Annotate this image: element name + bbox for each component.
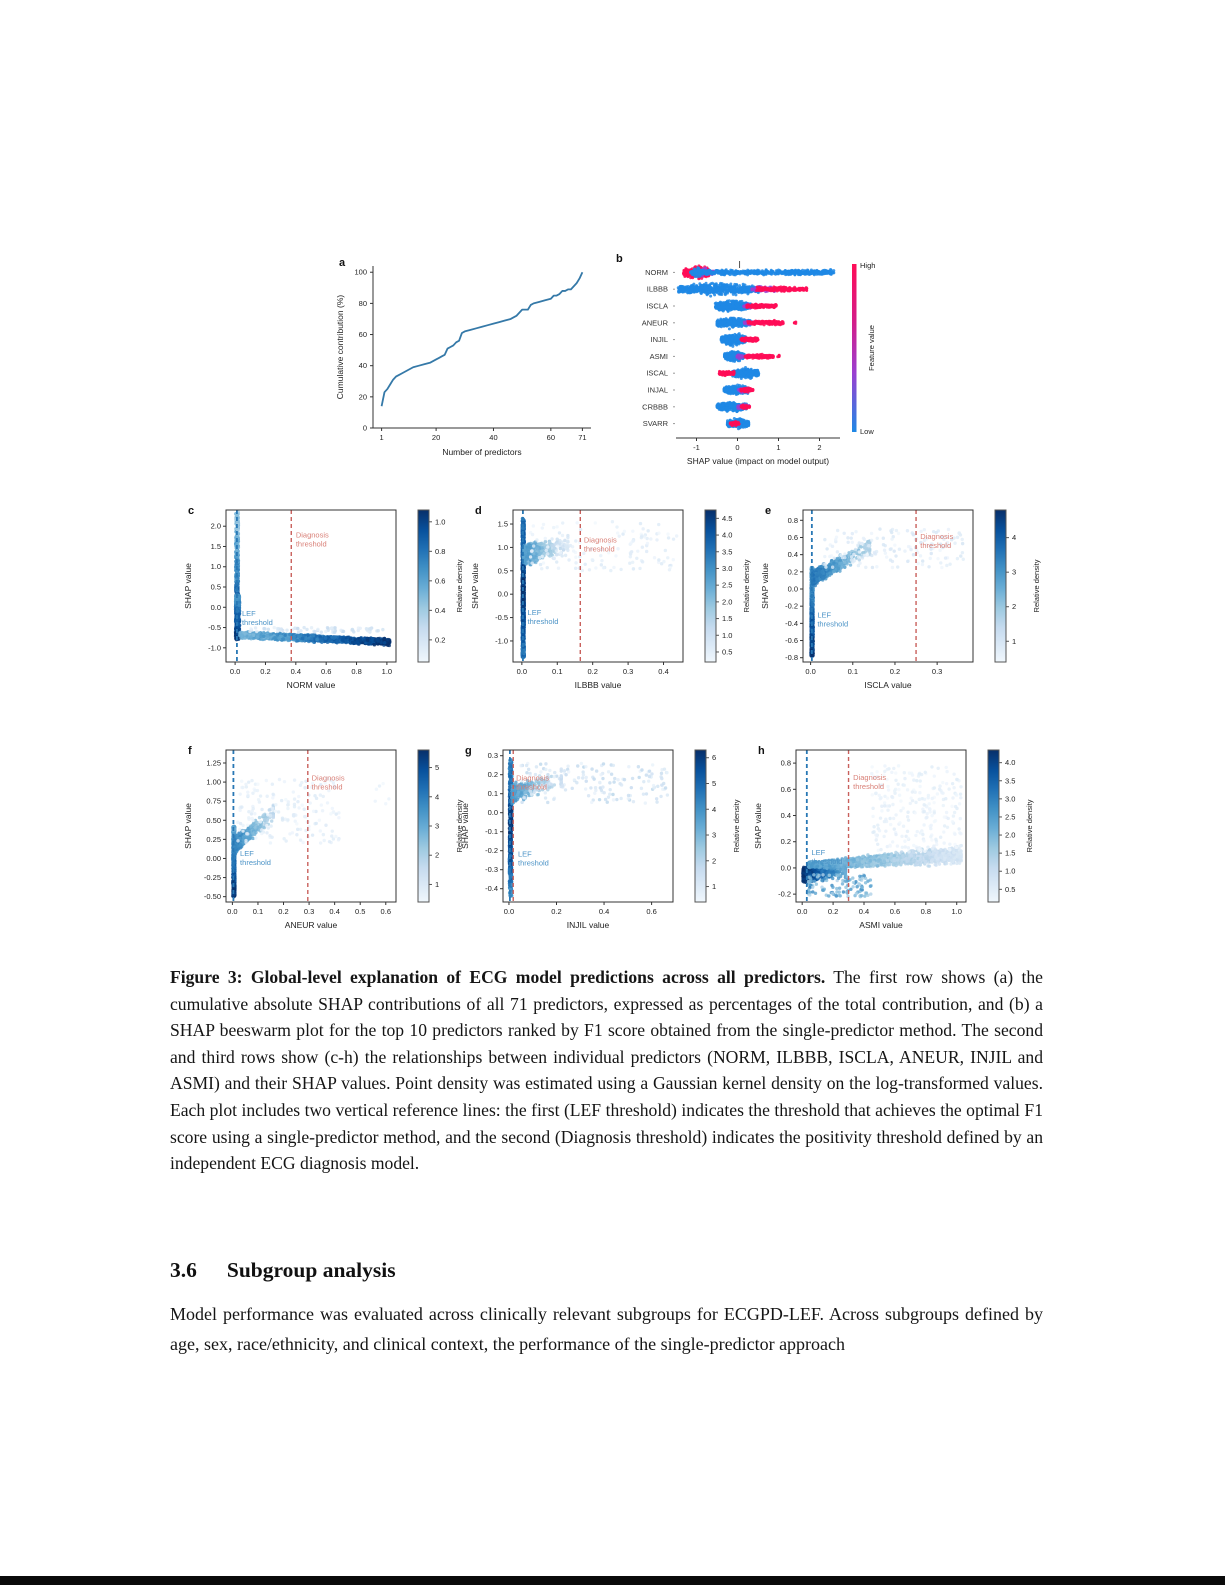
figure-caption-title: Figure 3: Global-level explanation of EC… [170,967,826,987]
section-number: 3.6 [170,1258,197,1282]
panel-g-injil-density-chart [457,738,747,956]
panel-e-iscla-density-chart [757,498,1047,713]
panel-d-ilbbb-density-chart [467,498,757,713]
section-heading: 3.6 Subgroup analysis [170,1258,396,1283]
panel-a-cumulative-contribution-chart [333,252,608,462]
panel-b-shap-beeswarm-chart [608,248,886,473]
panel-c-norm-density-chart [180,498,470,713]
figure-caption-body: The first row shows (a) the cumulative a… [170,967,1043,1174]
page-bottom-bar [0,1576,1225,1585]
panel-h-asmi-density-chart [750,738,1046,956]
section-title: Subgroup analysis [226,1258,396,1282]
panel-f-aneur-density-chart [180,738,470,956]
body-paragraph: Model performance was evaluated across c… [170,1304,1043,1354]
figure-caption: Figure 3: Global-level explanation of EC… [170,964,1043,1177]
